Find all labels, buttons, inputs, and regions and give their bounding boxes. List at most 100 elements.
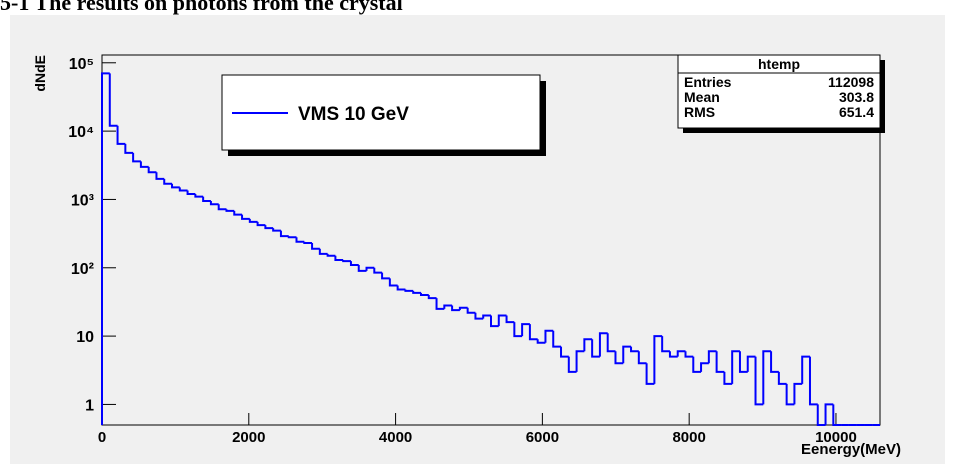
histogram-bin bbox=[668, 351, 678, 358]
y-axis-label: dNdE bbox=[32, 55, 48, 92]
stats-key: Entries bbox=[684, 74, 732, 90]
histogram-bin bbox=[630, 346, 639, 353]
histogram-bin bbox=[404, 289, 414, 292]
histogram-bin bbox=[178, 187, 188, 192]
histogram-bin bbox=[521, 323, 530, 337]
histogram-bin bbox=[194, 194, 204, 198]
histogram-bin bbox=[770, 351, 779, 373]
histogram-bin bbox=[762, 350, 772, 405]
histogram-bin bbox=[567, 356, 577, 373]
x-tick-label: 8000 bbox=[672, 429, 705, 446]
histogram-bin bbox=[124, 143, 134, 154]
histogram-bin bbox=[318, 248, 328, 255]
histogram-bin bbox=[528, 324, 538, 341]
histogram-bin bbox=[233, 210, 243, 216]
histogram-bin bbox=[412, 290, 421, 294]
histogram-bin bbox=[497, 314, 507, 327]
histogram-bin bbox=[731, 350, 740, 384]
histogram-bin bbox=[264, 225, 274, 230]
histogram-bin bbox=[793, 382, 803, 405]
histogram-bin bbox=[552, 330, 562, 348]
stats-title: htemp bbox=[758, 56, 800, 72]
y-tick-label: 1 bbox=[85, 397, 94, 414]
histogram-bin bbox=[832, 404, 842, 426]
histogram-bin bbox=[653, 335, 663, 384]
histogram-bin bbox=[707, 350, 717, 364]
histogram-bin bbox=[754, 356, 764, 406]
histogram-bin bbox=[202, 196, 211, 202]
histogram-bin bbox=[676, 350, 686, 357]
histogram-bin bbox=[373, 267, 383, 274]
histogram-bin bbox=[287, 236, 297, 239]
histogram-bin bbox=[816, 404, 826, 426]
histogram-bin bbox=[209, 200, 219, 206]
histogram-bin bbox=[349, 261, 359, 266]
histogram-bin bbox=[801, 355, 810, 384]
histogram-bin bbox=[824, 403, 834, 425]
stats-key: Mean bbox=[684, 89, 720, 105]
histogram-bin bbox=[435, 298, 445, 310]
histogram-bin bbox=[614, 351, 624, 365]
histogram-bin bbox=[536, 339, 546, 344]
histogram-bin bbox=[388, 278, 398, 287]
histogram-bin bbox=[334, 255, 344, 261]
histogram-bin bbox=[715, 351, 725, 373]
histogram-bin bbox=[272, 228, 281, 232]
histogram-bin bbox=[443, 304, 453, 309]
page-title: 5-1 The results on photons from the crys… bbox=[0, 0, 403, 15]
histogram-bin bbox=[311, 243, 320, 250]
histogram-bin bbox=[606, 333, 616, 353]
histogram-bin bbox=[248, 218, 258, 223]
stats-value: 651.4 bbox=[839, 104, 874, 120]
histogram-bin bbox=[451, 305, 460, 312]
histogram-bin bbox=[163, 178, 173, 185]
x-tick-label: 4000 bbox=[379, 429, 412, 446]
histogram-bin bbox=[466, 307, 476, 314]
histogram-bin bbox=[217, 204, 227, 211]
histogram-bin bbox=[241, 214, 250, 220]
histogram-bin bbox=[700, 362, 709, 372]
x-axis-label: Eenergy(MeV) bbox=[801, 441, 901, 458]
histogram-bin bbox=[738, 351, 748, 373]
histogram-bin bbox=[505, 315, 515, 324]
histogram-bin bbox=[295, 237, 305, 243]
x-tick-label: 10000 bbox=[815, 429, 857, 446]
y-tick-label: 10³ bbox=[71, 192, 94, 209]
histogram-bin bbox=[591, 339, 600, 358]
histogram-bin bbox=[622, 345, 632, 364]
histogram-bin bbox=[139, 161, 149, 168]
histogram-bin bbox=[381, 272, 390, 280]
histogram-bin bbox=[342, 259, 351, 263]
histogram-bin bbox=[583, 338, 593, 352]
histogram-bin bbox=[396, 285, 406, 291]
histogram-bin bbox=[598, 332, 608, 357]
histogram-bin bbox=[116, 125, 126, 145]
histogram-bin bbox=[279, 230, 289, 238]
histogram-bin bbox=[108, 73, 118, 127]
histogram-bin bbox=[132, 152, 141, 163]
histogram-bin bbox=[777, 371, 787, 385]
histogram-bin bbox=[155, 172, 165, 180]
y-tick-label: 10⁵ bbox=[69, 56, 94, 73]
histogram-bin bbox=[723, 371, 733, 385]
histogram-bin bbox=[490, 315, 499, 328]
histogram-bin bbox=[458, 306, 468, 311]
x-tick-label: 6000 bbox=[526, 429, 559, 446]
histogram-bin bbox=[544, 329, 554, 343]
histogram-bin bbox=[482, 314, 491, 319]
histogram-bin bbox=[365, 266, 375, 271]
histogram-bin bbox=[101, 72, 110, 425]
histogram-bin bbox=[746, 355, 756, 372]
histogram-bin bbox=[560, 346, 569, 358]
histogram-bin bbox=[171, 183, 180, 189]
y-tick-label: 10 bbox=[76, 329, 94, 346]
stats-value: 112098 bbox=[828, 74, 874, 90]
x-tick-label: 0 bbox=[98, 429, 106, 446]
histogram-bin bbox=[785, 383, 795, 406]
histogram-bin bbox=[513, 322, 523, 338]
histogram-bin bbox=[303, 241, 313, 245]
histogram-bin bbox=[419, 292, 429, 296]
histogram-bin bbox=[684, 351, 694, 358]
histogram-bin bbox=[575, 350, 585, 372]
